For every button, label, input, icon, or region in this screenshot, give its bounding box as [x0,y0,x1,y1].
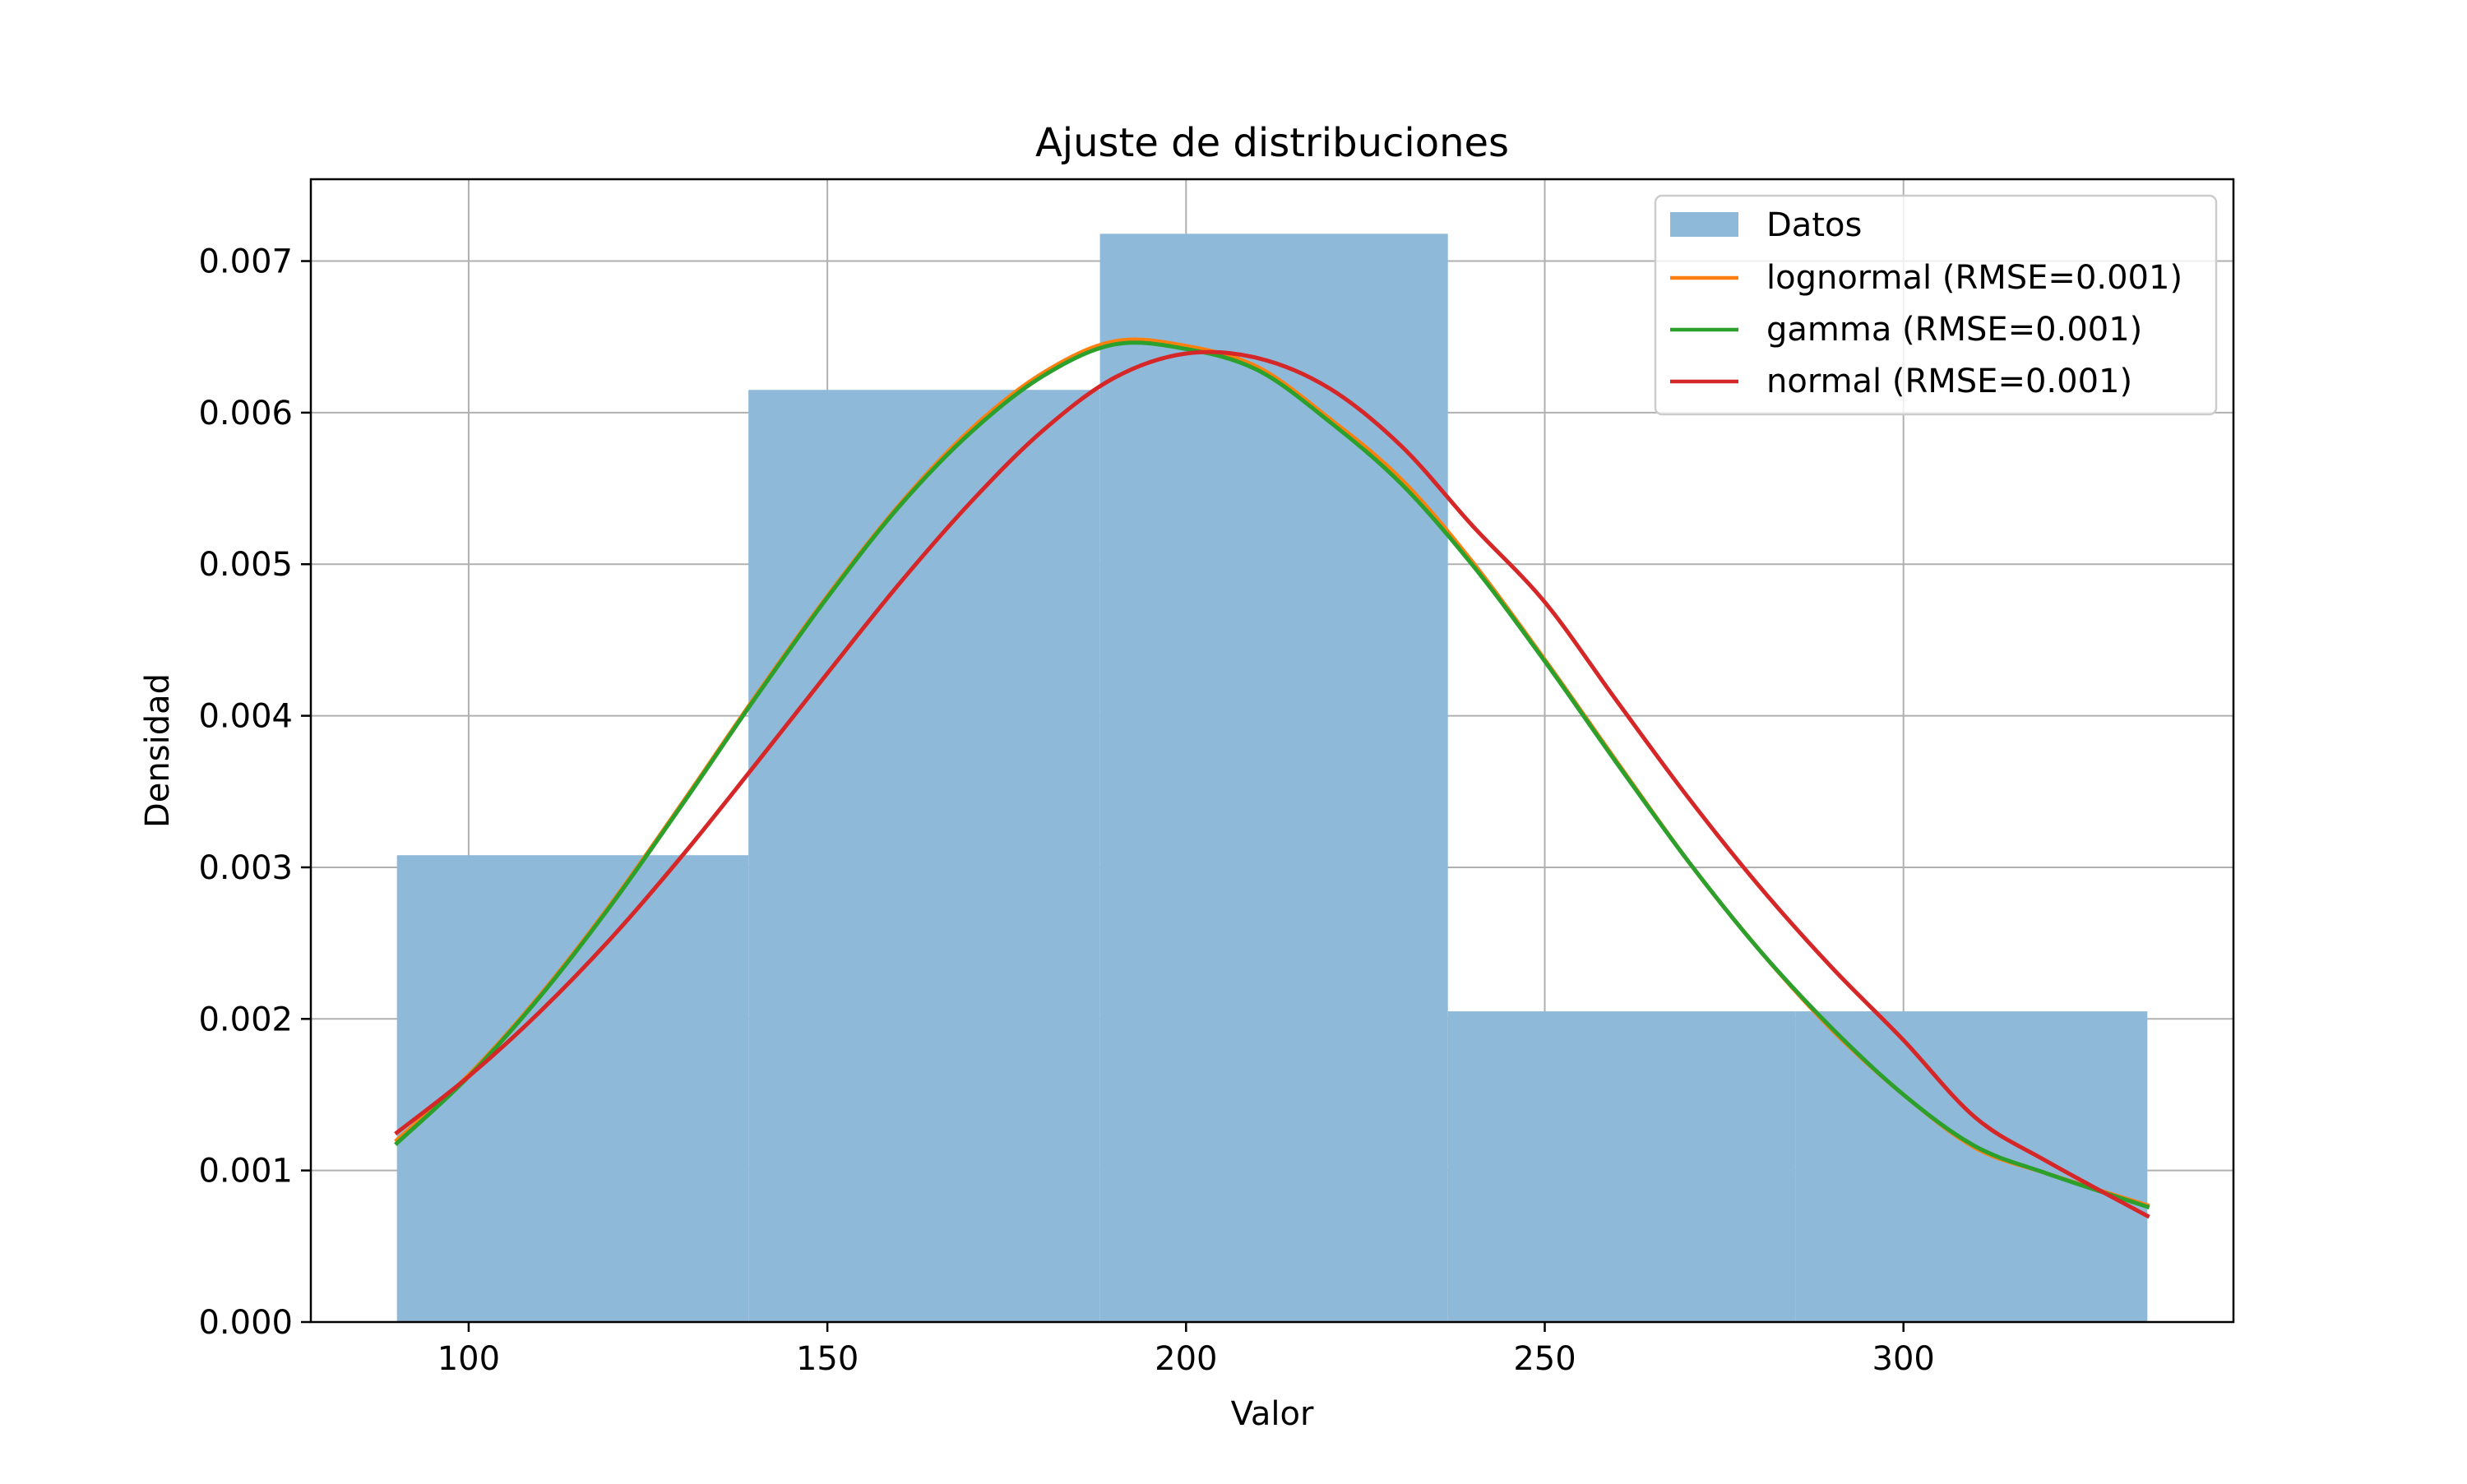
normal-fit-line [394,349,2150,1219]
plot-frame [309,178,2235,1324]
chart-title: Ajuste de distribuciones [1035,120,1509,166]
histogram-bar [1795,1011,2148,1322]
x-tick-label: 100 [437,1340,500,1378]
axis-ticks: 100 150 200 250 300 0.000 0.001 0.002 0.003 0.004… [198,243,1934,1378]
fit-lines [394,337,2150,1219]
y-tick-label: 0.000 [198,1304,293,1342]
histogram-bar [1447,1011,1796,1322]
gamma-fit-line [394,340,2150,1210]
y-axis-label: Densidad [139,673,177,828]
legend-label-datos: Datos [1766,206,1862,244]
y-tick-label: 0.003 [198,849,293,887]
y-tick-label: 0.007 [198,243,293,281]
x-tick-label: 150 [796,1340,859,1378]
legend-label-lognormal: lognormal (RMSE=0.001) [1766,259,2182,297]
histogram-bars [396,233,2148,1322]
y-tick-label: 0.005 [198,546,293,584]
y-tick-label: 0.004 [198,698,293,736]
legend: Datos lognormal (RMSE=0.001) gamma (RMSE… [1654,194,2218,416]
legend-label-normal: normal (RMSE=0.001) [1766,363,2132,400]
y-tick-label: 0.002 [198,1001,293,1038]
histogram-bar [1099,233,1448,1322]
legend-label-gamma: gamma (RMSE=0.001) [1766,311,2142,349]
x-axis-label: Valor [1231,1395,1314,1433]
histogram-bar [396,855,749,1322]
x-tick-label: 250 [1513,1340,1576,1378]
histogram-bar [748,390,1100,1322]
y-tick-label: 0.001 [198,1153,293,1190]
y-tick-label: 0.006 [198,395,293,432]
legend-frame [1654,194,2218,416]
legend-swatch-datos [1670,212,1738,237]
x-tick-label: 300 [1872,1340,1935,1378]
x-tick-label: 200 [1155,1340,1217,1378]
